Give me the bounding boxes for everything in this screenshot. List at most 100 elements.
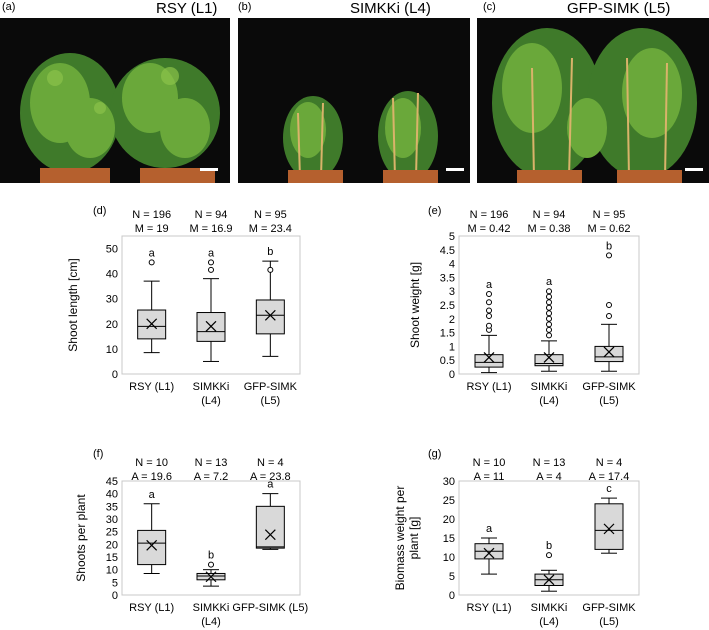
y-tick-label: 0 (449, 369, 455, 381)
group-stat-label: N = 196 (132, 209, 171, 221)
photo-title-a: RSY (L1) (156, 0, 218, 17)
y-tick-label: 35 (106, 501, 118, 513)
y-axis-label: Shoot weight [g] (408, 262, 422, 348)
outlier-point (208, 266, 214, 273)
outlier-point (606, 252, 612, 259)
box (534, 354, 564, 367)
panel-letter: (g) (428, 448, 441, 460)
y-axis-label: plant [g] (407, 517, 421, 560)
group-stat-label: N = 4 (257, 457, 284, 469)
outlier-point (486, 307, 492, 314)
plant-photo-b (283, 91, 464, 183)
y-tick-label: 20 (106, 539, 118, 551)
y-tick-label: 25 (443, 495, 455, 507)
mean-marker (264, 529, 276, 541)
y-tick-label: 5 (449, 571, 455, 583)
group-stat-label: N = 94 (195, 209, 228, 221)
box (137, 529, 167, 566)
group-stat-label: N = 95 (593, 209, 626, 221)
y-tick-label: 5 (112, 577, 118, 589)
y-tick-label: 0 (449, 590, 455, 602)
x-tick-label: (L4) (539, 616, 559, 628)
y-axis-label: Shoot length [cm] (66, 258, 80, 351)
x-tick-label: RSY (L1) (466, 602, 511, 614)
significance-letter: b (546, 540, 552, 552)
outlier-point (546, 288, 552, 295)
outlier-point (546, 552, 552, 559)
outlier-point (486, 313, 492, 320)
mean-marker (146, 318, 158, 330)
x-tick-label: (L4) (201, 616, 221, 628)
box (474, 354, 504, 368)
y-tick-label: 1.5 (440, 328, 455, 340)
y-tick-label: 4 (449, 259, 455, 271)
panel-letter-a: (a) (2, 1, 16, 13)
mean-marker (543, 574, 555, 586)
y-tick-label: 15 (106, 552, 118, 564)
outlier-point (546, 315, 552, 322)
plot-frame (121, 480, 301, 596)
significance-letter: a (208, 247, 215, 259)
x-tick-label: SIMKKi (193, 602, 230, 614)
x-tick-label: (L5) (599, 395, 619, 407)
significance-letter: a (267, 479, 274, 491)
significance-letter: c (606, 483, 612, 495)
outlier-point (267, 266, 274, 273)
x-tick-label: GFP-SIMK (582, 602, 636, 614)
group-stat-label: M = 19 (135, 223, 169, 235)
group-stat-label: M = 23.4 (249, 223, 292, 235)
x-tick-label: (L5) (261, 395, 281, 407)
x-tick-label: (L4) (201, 395, 221, 407)
outlier-point (546, 299, 552, 306)
significance-letter: b (208, 550, 214, 562)
y-tick-label: 45 (106, 476, 118, 488)
group-stat-label: A = 7.2 (194, 471, 229, 483)
significance-letter: a (149, 247, 156, 259)
box (255, 505, 285, 549)
plot-frame (458, 235, 640, 375)
group-stat-label: N = 4 (596, 457, 623, 469)
group-stat-label: N = 95 (254, 209, 287, 221)
mean-marker (543, 352, 555, 363)
outlier-point (546, 326, 552, 333)
outlier-point (546, 293, 552, 300)
outlier-point (486, 299, 492, 306)
y-tick-label: 10 (443, 552, 455, 564)
y-tick-label: 0 (112, 369, 118, 381)
plot-frame (121, 235, 301, 375)
y-tick-label: 15 (443, 533, 455, 545)
group-stat-label: A = 4 (536, 471, 561, 483)
outlier-point (148, 259, 155, 266)
y-tick-label: 25 (106, 527, 118, 539)
significance-letter: b (267, 246, 273, 258)
photo-panel-c (477, 18, 709, 183)
x-tick-label: (L4) (539, 395, 559, 407)
y-tick-label: 2.5 (440, 300, 455, 312)
panel-letter: (f) (93, 448, 103, 460)
group-stat-label: N = 196 (470, 209, 509, 221)
y-axis-label: Biomass weight per (393, 486, 407, 591)
box (255, 299, 285, 335)
mean-marker (264, 309, 276, 321)
outlier-point (546, 332, 552, 339)
outlier-point (546, 321, 552, 328)
photo-title-c: GFP-SIMK (L5) (567, 0, 671, 17)
outlier-point (546, 304, 552, 311)
x-tick-label: RSY (L1) (129, 602, 174, 614)
y-tick-label: 40 (106, 489, 118, 501)
group-stat-label: A = 19.6 (131, 471, 172, 483)
box (594, 503, 624, 550)
group-stat-label: N = 13 (195, 457, 228, 469)
mean-marker (603, 346, 615, 358)
photo-panel-a (0, 18, 230, 183)
x-tick-label: (L5) (599, 616, 619, 628)
significance-letter: b (606, 240, 612, 252)
x-tick-label: SIMKKi (531, 381, 568, 393)
x-tick-label: SIMKKi (531, 602, 568, 614)
group-stat-label: M = 0.42 (467, 223, 510, 235)
plant-photo-c (492, 28, 703, 183)
significance-letter: a (149, 489, 156, 501)
outlier-point (606, 302, 612, 308)
group-stat-label: M = 0.62 (587, 223, 630, 235)
panel-letter-c: (c) (483, 1, 496, 13)
